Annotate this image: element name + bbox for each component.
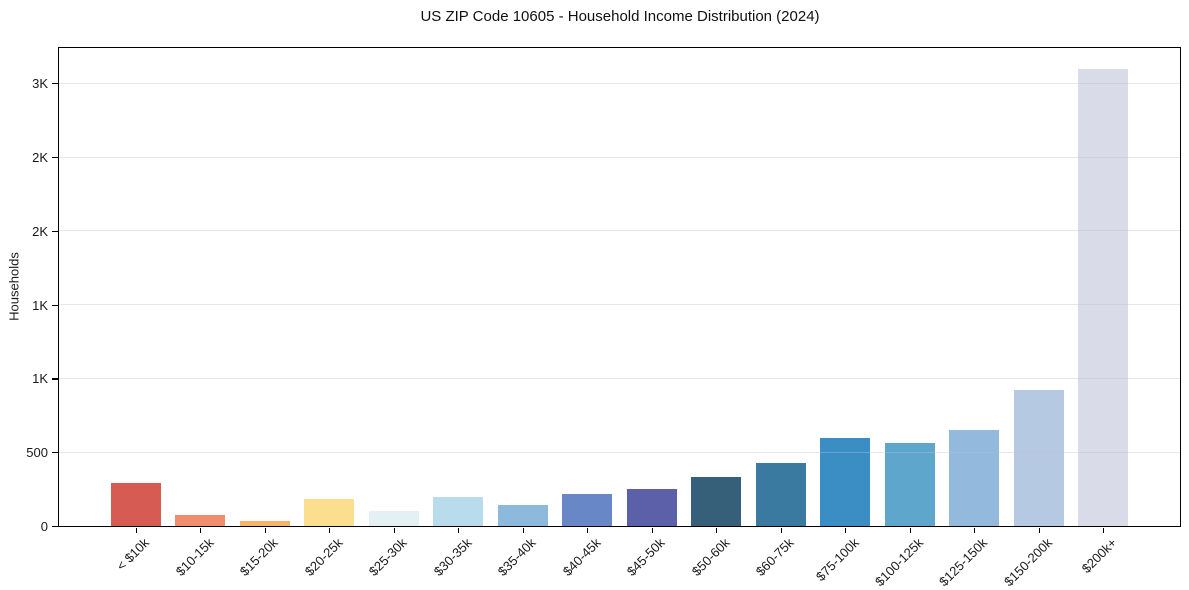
chart-title: US ZIP Code 10605 - Household Income Dis…: [420, 8, 820, 25]
y-tick-mark-0: [52, 525, 58, 528]
x-tick-mark-$75-100k: [845, 527, 847, 533]
bar-$40-45k: [562, 494, 613, 526]
x-tick-mark-$100-125k: [909, 527, 911, 533]
y-tick-mark-500: [52, 452, 58, 454]
x-tick-label-$200k+: $200k+: [1078, 535, 1120, 577]
bar-$75-100k: [820, 438, 871, 526]
x-tick-mark-$50-60k: [716, 527, 718, 533]
y-axis-label: Households: [6, 252, 22, 321]
x-tick-label-$150-200k: $150-200k: [1000, 535, 1055, 590]
bar-$15-20k: [239, 520, 290, 526]
bar-$45-50k: [626, 489, 677, 526]
x-tick-mark-$125-150k: [974, 527, 976, 533]
bar-$100-125k: [884, 442, 935, 526]
gridline-1500: [59, 304, 1180, 306]
y-tick-label-0: 0: [40, 519, 48, 534]
bar-$60-75k: [755, 463, 806, 526]
x-tick-mark-$30-35k: [458, 527, 460, 533]
x-tick-label-$40-45k: $40-45k: [559, 535, 604, 579]
y-tick-label-3000: 3K: [32, 76, 48, 92]
y-tick-mark-3000: [52, 83, 58, 85]
y-tick-label-2500: 2K: [32, 150, 48, 166]
x-tick-mark-$40-45k: [587, 527, 589, 533]
x-tick-label-$15-20k: $15-20k: [237, 535, 281, 579]
gridline-2500: [59, 156, 1180, 158]
x-tick-mark-$20-25k: [329, 527, 331, 533]
x-tick-label-$75-100k: $75-100k: [812, 535, 862, 584]
y-tick-mark-2500: [52, 157, 58, 159]
x-tick-label-$100-125k: $100-125k: [871, 535, 926, 590]
y-tick-mark-2000: [52, 230, 58, 233]
x-tick-mark-$60-75k: [780, 527, 782, 533]
y-tick-label-500: 500: [26, 445, 48, 461]
bar-$20-25k: [304, 498, 355, 526]
x-tick-label-$50-60k: $50-60k: [688, 535, 733, 579]
x-tick-label-$60-75k: $60-75k: [753, 535, 797, 579]
y-tick-label-2000: 2K: [32, 223, 48, 239]
x-tick-mark-$45-50k: [651, 527, 653, 533]
x-tick-label-$45-50k: $45-50k: [624, 535, 668, 579]
x-tick-mark-$25-30k: [393, 527, 395, 533]
x-tick-label-$30-35k: $30-35k: [430, 535, 475, 579]
x-tick-mark-< $10k: [135, 527, 137, 533]
gridline-3000: [59, 82, 1180, 84]
gridline-1000: [59, 377, 1180, 379]
bar-$30-35k: [433, 496, 484, 526]
gridline-2000: [59, 230, 1180, 232]
x-tick-label-$25-30k: $25-30k: [366, 535, 410, 579]
x-tick-label-$125-150k: $125-150k: [936, 535, 991, 590]
plot-area: [58, 47, 1181, 527]
bar-$200k+: [1078, 68, 1129, 526]
x-tick-label-$35-40k: $35-40k: [495, 535, 539, 579]
bar-$10-15k: [175, 514, 226, 526]
x-tick-mark-$35-40k: [522, 527, 524, 533]
bar-$35-40k: [497, 505, 548, 526]
bar-$150-200k: [1013, 389, 1064, 526]
x-tick-label-$10-15k: $10-15k: [172, 535, 217, 579]
x-tick-mark-$200k+: [1103, 527, 1105, 533]
bar-$125-150k: [949, 430, 1000, 526]
x-tick-mark-$10-15k: [200, 527, 202, 533]
bar-< $10k: [110, 483, 161, 526]
y-tick-mark-1000: [52, 378, 58, 380]
y-tick-label-1000: 1K: [32, 371, 48, 387]
x-tick-label-< $10k: < $10k: [113, 535, 152, 574]
x-tick-mark-$15-20k: [264, 527, 266, 533]
bar-$25-30k: [368, 510, 419, 526]
x-tick-mark-$150-200k: [1038, 527, 1040, 533]
y-tick-label-1500: 1K: [32, 297, 48, 313]
y-tick-mark-1500: [52, 304, 58, 306]
bar-$50-60k: [691, 477, 742, 526]
gridline-500: [59, 451, 1180, 453]
x-tick-label-$20-25k: $20-25k: [301, 535, 346, 579]
